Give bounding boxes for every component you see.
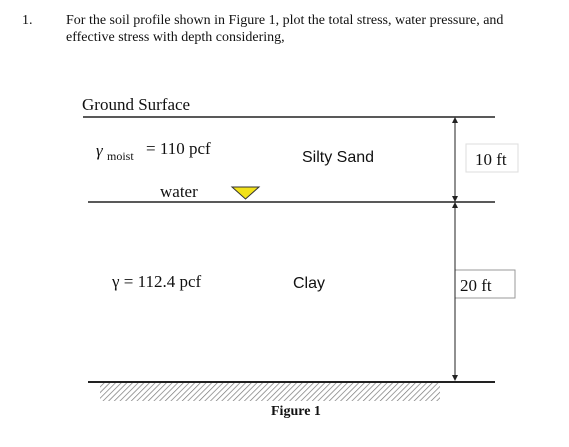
bedrock-hatch <box>100 383 440 401</box>
thickness-label: 10 ft <box>475 150 507 169</box>
dim-box <box>465 143 519 173</box>
figure-caption: Figure 1 <box>271 404 321 419</box>
unit-weight: = 110 pcf <box>146 139 211 158</box>
unit-weight: γ = 112.4 pcf <box>111 272 202 291</box>
gamma-symbol: γ <box>96 141 104 160</box>
question-line: effective stress with depth considering, <box>66 30 285 45</box>
soil-name: Silty Sand <box>302 149 374 166</box>
question-line: For the soil profile shown in Figure 1, … <box>66 13 503 28</box>
question-number: 1. <box>22 13 33 28</box>
ground-surface-label: Ground Surface <box>82 95 190 114</box>
gamma-subscript: moist <box>107 149 134 163</box>
water-label: water <box>160 182 198 201</box>
soil-name: Clay <box>293 275 325 292</box>
thickness-label: 20 ft <box>460 276 492 295</box>
water-table-symbol <box>230 186 261 200</box>
